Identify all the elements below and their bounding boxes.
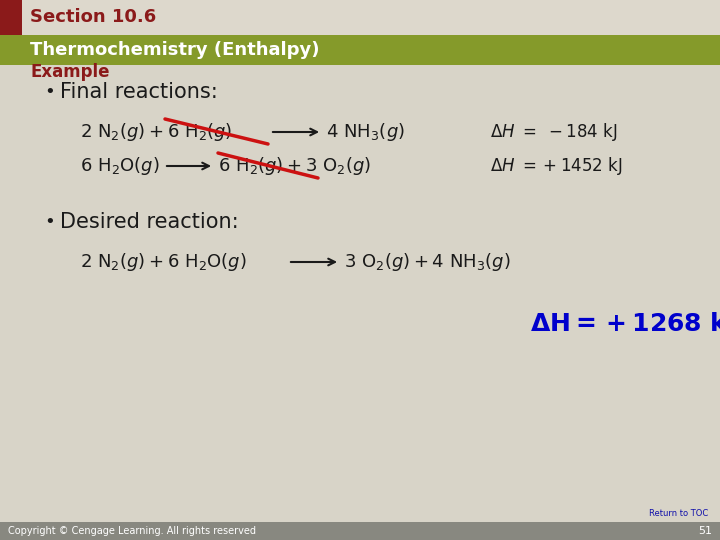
Text: $\Delta H\ = +1452\ \mathrm{kJ}$: $\Delta H\ = +1452\ \mathrm{kJ}$ xyxy=(490,155,623,177)
Text: •: • xyxy=(44,213,55,231)
Text: $\mathregular{2\ N_2}$$(g)+$$\mathregular{6\ H_2}$$(g)$: $\mathregular{2\ N_2}$$(g)+$$\mathregula… xyxy=(80,121,233,143)
Bar xyxy=(0,522,720,540)
Text: Thermochemistry (Enthalpy): Thermochemistry (Enthalpy) xyxy=(30,41,320,59)
Text: $\mathbf{\Delta H = +1268\ kJ}$: $\mathbf{\Delta H = +1268\ kJ}$ xyxy=(530,310,720,338)
Text: $\mathregular{3\ O_2}$$(g)+$$\mathregular{4\ NH_3}$$(g)$: $\mathregular{3\ O_2}$$(g)+$$\mathregula… xyxy=(344,251,510,273)
Text: Example: Example xyxy=(30,63,109,81)
Text: Desired reaction:: Desired reaction: xyxy=(60,212,238,232)
Text: $\mathregular{6\ H_2}$$(g)+$$\mathregular{3\ O_2}$$(g)$: $\mathregular{6\ H_2}$$(g)+$$\mathregula… xyxy=(218,155,371,177)
Text: $\Delta H\ =\ -184\ \mathrm{kJ}$: $\Delta H\ =\ -184\ \mathrm{kJ}$ xyxy=(490,121,618,143)
Text: $\mathregular{2\ N_2}$$(g)+$$\mathregular{6\ H_2O}$$(g)$: $\mathregular{2\ N_2}$$(g)+$$\mathregula… xyxy=(80,251,247,273)
Text: $\mathregular{4\ NH_3}$$(g)$: $\mathregular{4\ NH_3}$$(g)$ xyxy=(326,121,405,143)
Bar xyxy=(0,35,720,65)
Text: Return to TOC: Return to TOC xyxy=(649,509,708,518)
Bar xyxy=(0,0,22,35)
Text: Section 10.6: Section 10.6 xyxy=(30,9,156,26)
Text: Copyright © Cengage Learning. All rights reserved: Copyright © Cengage Learning. All rights… xyxy=(8,526,256,536)
Text: 51: 51 xyxy=(698,526,712,536)
Bar xyxy=(0,0,720,35)
Bar xyxy=(0,65,720,522)
Text: •: • xyxy=(44,83,55,101)
Text: Final reactions:: Final reactions: xyxy=(60,82,217,102)
Text: $\mathregular{6\ H_2O}$$(g)$: $\mathregular{6\ H_2O}$$(g)$ xyxy=(80,155,160,177)
